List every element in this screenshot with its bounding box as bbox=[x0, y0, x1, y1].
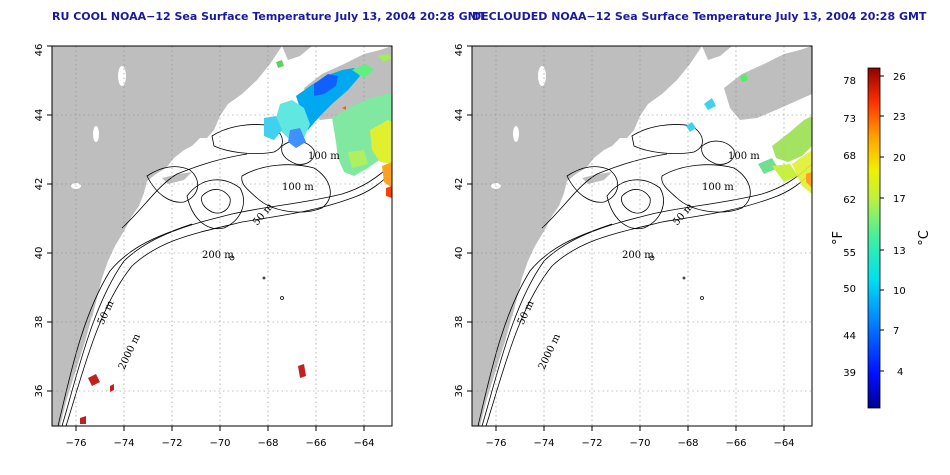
c-tick-4: 4 bbox=[897, 367, 903, 378]
lat-tick-40: 40 bbox=[454, 247, 465, 260]
lon-tick-68: −68 bbox=[257, 438, 278, 449]
colorbar: 78 73 68 62 55 50 44 39 26 23 20 17 13 1… bbox=[831, 67, 932, 409]
c-tick-20: 20 bbox=[893, 153, 906, 164]
lon-tick-70: −70 bbox=[629, 438, 650, 449]
contour-label-200m: 200 m bbox=[202, 250, 234, 261]
lon-tick-72: −72 bbox=[581, 438, 602, 449]
lat-tick-40: 40 bbox=[34, 247, 45, 260]
lon-tick-66: −66 bbox=[305, 438, 326, 449]
lon-tick-74: −74 bbox=[113, 438, 134, 449]
f-tick-55: 55 bbox=[843, 248, 856, 259]
lon-tick-64: −64 bbox=[353, 438, 374, 449]
fahrenheit-label: °F bbox=[831, 231, 846, 245]
lat-tick-46: 46 bbox=[454, 44, 465, 57]
c-tick-13: 13 bbox=[893, 246, 906, 257]
lon-tick-70: −70 bbox=[209, 438, 230, 449]
lat-tick-44: 44 bbox=[34, 109, 45, 122]
f-tick-73: 73 bbox=[843, 114, 856, 125]
lon-tick-76: −76 bbox=[65, 438, 86, 449]
f-tick-68: 68 bbox=[843, 151, 856, 162]
contour-label-200m: 200 m bbox=[622, 250, 654, 261]
right-lat-axis: 36 38 40 42 44 46 bbox=[454, 44, 472, 398]
c-tick-17: 17 bbox=[893, 194, 906, 205]
left-lat-axis: 36 38 40 42 44 46 bbox=[34, 44, 52, 398]
left-map: 100 m 100 m 50 m 200 m 50 m 2000 m bbox=[51, 45, 393, 427]
right-lon-axis: −76 −74 −72 −70 −68 −66 −64 bbox=[485, 426, 795, 449]
colorbar-fahrenheit-ticks: 78 73 68 62 55 50 44 39 bbox=[843, 76, 856, 379]
contour-label-100m-north: 100 m bbox=[308, 151, 340, 162]
lat-tick-42: 42 bbox=[34, 178, 45, 191]
right-map-title: DECLOUDED NOAA−12 Sea Surface Temperatur… bbox=[472, 10, 927, 23]
right-map: 100 m 100 m 50 m 200 m 50 m 2000 m bbox=[471, 45, 813, 427]
lat-tick-36: 36 bbox=[34, 385, 45, 398]
f-tick-50: 50 bbox=[843, 284, 856, 295]
celsius-label: °C bbox=[917, 230, 932, 246]
c-tick-7: 7 bbox=[893, 326, 899, 337]
lat-tick-38: 38 bbox=[34, 316, 45, 329]
lon-tick-74: −74 bbox=[533, 438, 554, 449]
left-lon-axis: −76 −74 −72 −70 −68 −66 −64 bbox=[65, 426, 375, 449]
lat-tick-44: 44 bbox=[454, 109, 465, 122]
left-contour-labels: 100 m 100 m 50 m 200 m 50 m 2000 m bbox=[96, 151, 340, 372]
lat-tick-46: 46 bbox=[34, 44, 45, 57]
c-tick-26: 26 bbox=[893, 72, 906, 83]
left-map-title: RU COOL NOAA−12 Sea Surface Temperature … bbox=[52, 10, 487, 23]
c-tick-23: 23 bbox=[893, 112, 906, 123]
f-tick-39: 39 bbox=[843, 368, 856, 379]
f-tick-78: 78 bbox=[843, 76, 856, 87]
f-tick-62: 62 bbox=[843, 195, 856, 206]
lat-tick-42: 42 bbox=[454, 178, 465, 191]
lon-tick-72: −72 bbox=[161, 438, 182, 449]
f-tick-44: 44 bbox=[843, 331, 856, 342]
lon-tick-66: −66 bbox=[725, 438, 746, 449]
contour-label-100m-center: 100 m bbox=[702, 182, 734, 193]
colorbar-gradient bbox=[867, 67, 881, 409]
lon-tick-68: −68 bbox=[677, 438, 698, 449]
lon-tick-76: −76 bbox=[485, 438, 506, 449]
c-tick-10: 10 bbox=[893, 286, 906, 297]
lon-tick-64: −64 bbox=[773, 438, 794, 449]
contour-label-100m-center: 100 m bbox=[282, 182, 314, 193]
colorbar-celsius-ticks: 26 23 20 17 13 10 7 4 bbox=[880, 72, 906, 378]
lat-tick-38: 38 bbox=[454, 316, 465, 329]
contour-label-100m-north: 100 m bbox=[728, 151, 760, 162]
lat-tick-36: 36 bbox=[454, 385, 465, 398]
